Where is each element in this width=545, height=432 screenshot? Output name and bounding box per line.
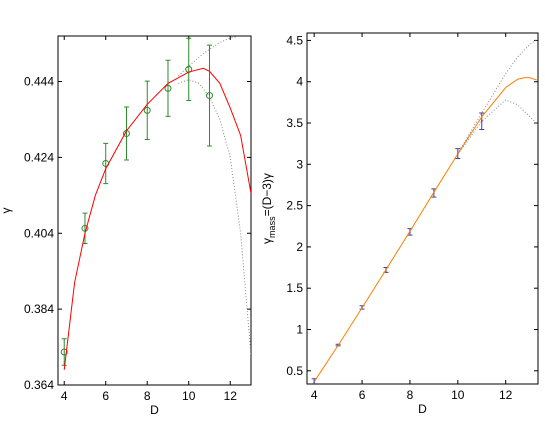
- y-tick-label: 2: [296, 240, 303, 254]
- data-point: [480, 120, 483, 123]
- error-bar: [206, 44, 212, 147]
- fit-curve: [63, 67, 251, 370]
- x-axis-label: D: [150, 403, 159, 417]
- error-bar: [144, 80, 150, 141]
- y-tick-label: 1.5: [286, 281, 303, 295]
- data-point: [60, 348, 68, 356]
- confidence-curve: [457, 99, 538, 155]
- y-tick-label: 0.444: [24, 75, 54, 89]
- error-bar: [123, 106, 129, 161]
- confidence-curve: [457, 38, 538, 154]
- y-tick-label: 4: [296, 75, 303, 89]
- x-tick-label: 8: [407, 388, 414, 402]
- y-label-main: γ: [260, 238, 274, 244]
- confidence-curve: [178, 79, 251, 355]
- y-tick-label: 0.424: [24, 150, 54, 164]
- y-tick-label: 3.5: [286, 116, 303, 130]
- y-label-sub: mass: [267, 216, 277, 238]
- plot-area: [306, 32, 539, 385]
- plot-content: [60, 36, 251, 370]
- y-axis-label: γ: [0, 208, 13, 214]
- y-tick-label: 4.5: [286, 33, 303, 47]
- y-tick-label: 0.5: [286, 364, 303, 378]
- y-tick-label: 3: [296, 157, 303, 171]
- x-tick-label: 6: [359, 388, 366, 402]
- plot-content: [311, 38, 538, 384]
- data-point: [205, 92, 213, 100]
- x-tick-label: 6: [102, 389, 109, 403]
- error-bar: [103, 142, 109, 185]
- data-point: [143, 106, 151, 114]
- panel: 4 6 8 10 12 0.364 0.384 0.404 0.424 0.444 Dγ: [0, 35, 252, 417]
- error-bar: [165, 59, 171, 117]
- error-bar: [61, 338, 67, 366]
- y-tick-label: 1: [296, 322, 303, 336]
- y-tick-label: 0.364: [24, 378, 54, 392]
- plot-area: [57, 35, 252, 386]
- x-tick-label: 8: [144, 389, 151, 403]
- data-point: [164, 84, 172, 92]
- y-axis-label: γmass=(D−3)γ: [260, 173, 277, 244]
- y-label-suffix: =(D−3)γ: [260, 173, 274, 216]
- x-tick-label: 12: [499, 388, 513, 402]
- x-tick-label: 4: [311, 388, 318, 402]
- x-tick-label: 12: [224, 389, 238, 403]
- y-label-main: γ: [0, 208, 13, 214]
- x-tick-label: 4: [61, 389, 68, 403]
- x-tick-label: 10: [451, 388, 465, 402]
- x-tick-label: 10: [182, 389, 196, 403]
- error-bar: [186, 37, 192, 101]
- y-tick-label: 2.5: [286, 199, 303, 213]
- x-axis-label: D: [418, 402, 427, 416]
- data-point: [81, 224, 89, 232]
- y-tick-label: 0.384: [24, 302, 54, 316]
- y-tick-label: 0.404: [24, 226, 54, 240]
